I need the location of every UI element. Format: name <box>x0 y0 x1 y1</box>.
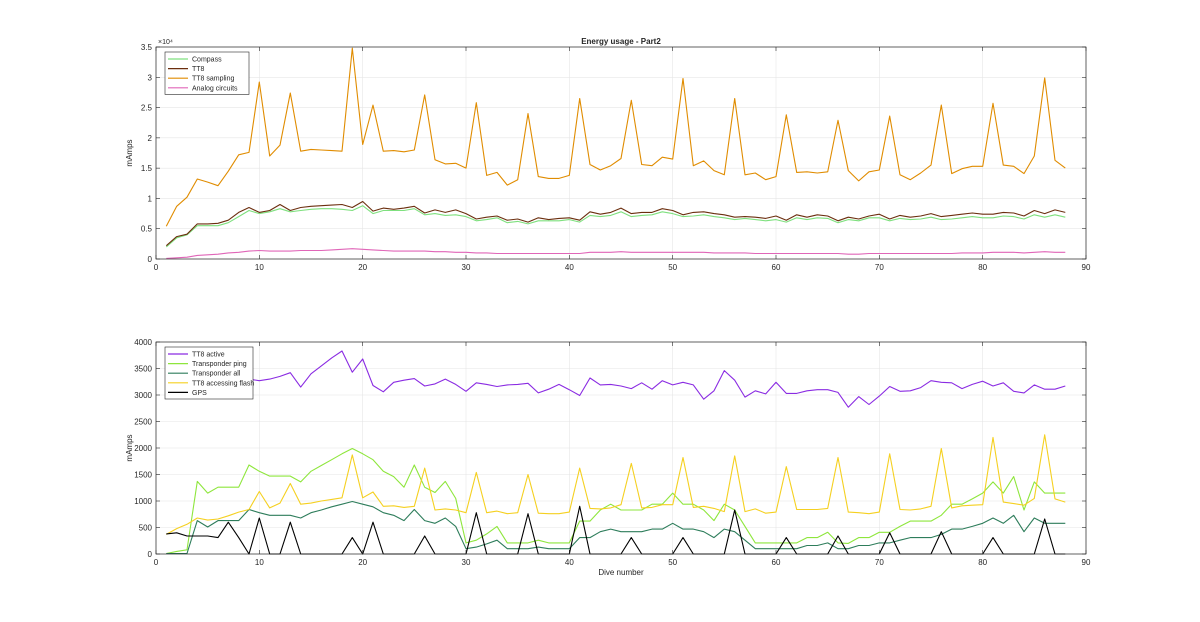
x-tick-label: 70 <box>875 263 884 272</box>
y-tick-label: 2.5 <box>141 104 153 113</box>
legend: TT8 active Transponder ping Transponder al… <box>164 346 254 400</box>
x-tick-label: 70 <box>875 558 884 567</box>
series-line-tt8-sampling <box>165 47 1066 227</box>
y-tick-label: 2 <box>148 134 153 143</box>
y-axis-label: mAmps <box>125 139 134 166</box>
y-tick-label: 3 <box>148 73 153 82</box>
y-tick-label: 0 <box>148 255 153 264</box>
x-tick-label: 50 <box>668 558 677 567</box>
y-tick-label: 0.5 <box>141 225 153 234</box>
y-tick-label: 1000 <box>134 497 152 506</box>
x-tick-label: 40 <box>565 558 574 567</box>
series-line-transponder-all <box>166 500 1066 555</box>
x-tick-label: 50 <box>668 263 677 272</box>
y-tick-label: 1 <box>148 194 153 203</box>
x-tick-label: 10 <box>255 263 264 272</box>
legend-entry: TT8 <box>192 66 205 73</box>
x-tick-label: 10 <box>255 558 264 567</box>
series-line-compass <box>165 205 1066 248</box>
legend-entry: TT8 sampling <box>192 76 235 83</box>
x-tick-label: 90 <box>1082 558 1091 567</box>
legend-entry: TT8 accessing flash <box>192 380 254 387</box>
legend-entry: Transponder ping <box>192 361 247 368</box>
x-tick-label: 0 <box>154 263 159 272</box>
y-tick-label: 3000 <box>134 391 152 400</box>
energy-usage-part2-chart: 0 10 20 30 40 50 60 70 80 90 0 0.5 1 1.5 2 2.5 3 3.5 ×10⁴ E… <box>125 37 1091 272</box>
x-axis-label: Dive number <box>598 568 644 577</box>
y-tick-label: 1500 <box>134 471 152 480</box>
y-axis-label: mAmps <box>125 434 134 461</box>
y-tick-label: 1.5 <box>141 164 153 173</box>
y-tick-label: 3.5 <box>141 43 153 52</box>
x-tick-label: 60 <box>772 558 781 567</box>
y-tick-label: 0 <box>148 550 153 559</box>
series-line-analog-circuits <box>166 248 1066 259</box>
legend-entry: GPS <box>192 390 207 397</box>
x-tick-label: 40 <box>565 263 574 272</box>
series-line-transponder-ping <box>166 447 1066 555</box>
chart-title: Energy usage - Part2 <box>581 37 661 46</box>
legend-entry: TT8 active <box>192 352 225 359</box>
legend: Compass TT8 TT8 sampling Analog circuits <box>164 51 250 95</box>
plot-area <box>156 47 1086 259</box>
y-tick-label: 2500 <box>134 418 152 427</box>
legend-entry: Analog circuits <box>192 85 238 92</box>
series-line-tt8-active <box>165 350 1066 408</box>
y-tick-label: 500 <box>139 524 153 533</box>
x-tick-label: 20 <box>358 263 367 272</box>
x-tick-label: 80 <box>978 263 987 272</box>
x-tick-label: 20 <box>358 558 367 567</box>
y-tick-label: 3500 <box>134 365 152 374</box>
series-line-tt8-accessing-flash <box>166 434 1066 535</box>
y-tick-label: 4000 <box>134 338 152 347</box>
axes-box <box>155 46 1087 260</box>
y-tick-label: 2000 <box>134 444 152 453</box>
series-line-tt8 <box>165 200 1066 247</box>
dive-energy-chart: 0 10 20 30 40 50 60 70 80 90 0 500 1000 1500 2000 2500 3… <box>125 338 1091 577</box>
x-tick-label: 30 <box>462 263 471 272</box>
x-tick-label: 90 <box>1082 263 1091 272</box>
legend-entry: Compass <box>192 57 222 64</box>
legend-entry: Transponder all <box>192 371 241 378</box>
y-exponent-label: ×10⁴ <box>158 39 173 46</box>
x-tick-label: 30 <box>462 558 471 567</box>
x-tick-label: 60 <box>772 263 781 272</box>
x-tick-label: 0 <box>154 558 159 567</box>
x-tick-label: 80 <box>978 558 987 567</box>
